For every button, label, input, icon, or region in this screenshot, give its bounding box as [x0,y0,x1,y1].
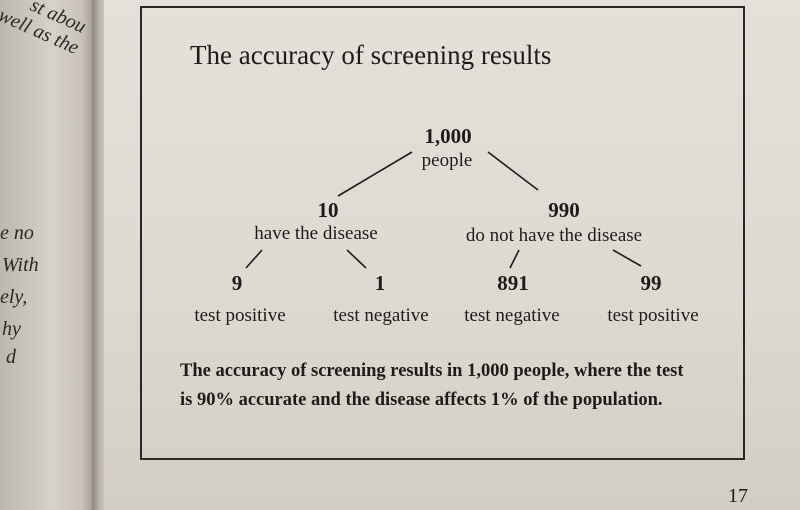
left-page-text-fragment: hy [2,318,21,340]
right-page [104,0,800,510]
leaf-false-negative-value: 1 [374,271,386,295]
diagram-panel [140,6,745,460]
diagram-title: The accuracy of screening results [190,40,552,70]
left-page-text-fragment: d [6,346,16,368]
root-value: 1,000 [424,124,472,148]
edge-root-to-healthy [487,151,539,191]
caption-line-2: is 90% accurate and the disease affects … [180,390,663,410]
leaf-true-positive-value: 9 [231,271,243,295]
branch-healthy-value: 990 [548,198,580,222]
leaf-true-negative-label: test negative [464,305,560,326]
root-label: people [421,150,473,171]
caption-line-1: The accuracy of screening results in 1,0… [180,361,684,381]
left-page-text-fragment: e no [0,222,34,244]
page-number: 17 [728,485,748,507]
branch-diseased-label: have the disease [254,223,378,244]
leaf-false-positive-label: test positive [607,305,699,326]
edge-diseased-to-positive [245,249,263,269]
leaf-true-positive-label: test positive [194,305,286,326]
left-page-text-fragment: With [2,254,39,276]
edge-healthy-to-positive [612,249,642,267]
edge-diseased-to-negative [346,249,367,269]
edge-healthy-to-negative [509,249,520,269]
leaf-true-negative-value: 891 [497,271,529,295]
branch-healthy-label: do not have the disease [465,225,643,246]
edge-root-to-diseased [337,151,413,197]
branch-diseased-value: 10 [317,198,339,222]
left-page: st abou well as the e no With ely, hy d [0,0,96,510]
leaf-false-negative-label: test negative [333,305,429,326]
leaf-false-positive-value: 99 [640,271,662,295]
diagram-caption: The accuracy of screening results in 1,0… [180,357,740,415]
left-page-text-fragment: ely, [0,286,28,308]
